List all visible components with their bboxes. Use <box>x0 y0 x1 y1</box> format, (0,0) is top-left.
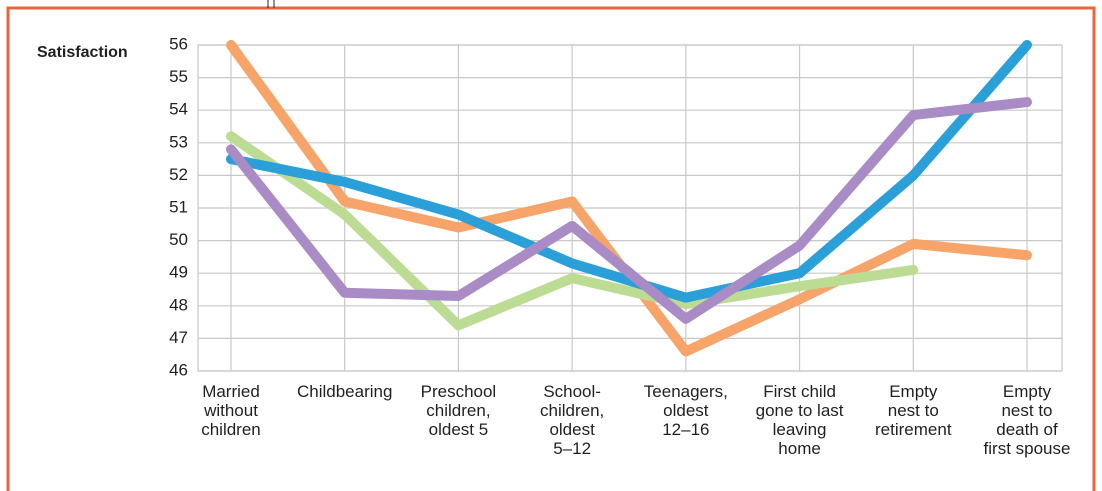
x-tick-label: Childbearing <box>297 382 392 401</box>
x-tick-label: Empty nest to death of first spouse <box>984 382 1071 458</box>
y-axis-label: Satisfaction <box>37 44 128 61</box>
x-tick-label: First child gone to last leaving home <box>756 382 844 458</box>
y-tick-label: 54 <box>169 100 188 119</box>
y-tick-label: 55 <box>169 67 188 86</box>
y-tick-label: 53 <box>169 132 188 151</box>
x-tick-label: Teenagers, oldest 12–16 <box>644 382 728 439</box>
frame <box>6 6 1096 491</box>
x-tick-label: School-children, oldest 5–12 <box>540 382 604 458</box>
y-tick-label: 46 <box>169 360 188 379</box>
y-tick-label: 56 <box>169 34 188 53</box>
y-tick-label: 49 <box>169 263 188 282</box>
series-line <box>226 97 1032 324</box>
y-tick-label: 48 <box>169 295 188 314</box>
series-line <box>226 131 919 331</box>
y-tick-label: 50 <box>169 230 188 249</box>
y-tick-label: 47 <box>169 328 188 347</box>
x-tick-label: Preschool children, oldest 5 <box>421 382 497 439</box>
y-tick-label: 52 <box>169 165 188 184</box>
y-tick-label: 51 <box>169 197 188 216</box>
x-tick-label: Empty nest to retirement <box>875 382 952 439</box>
x-tick-label: Married without children <box>201 382 261 439</box>
series-line <box>226 40 1032 303</box>
